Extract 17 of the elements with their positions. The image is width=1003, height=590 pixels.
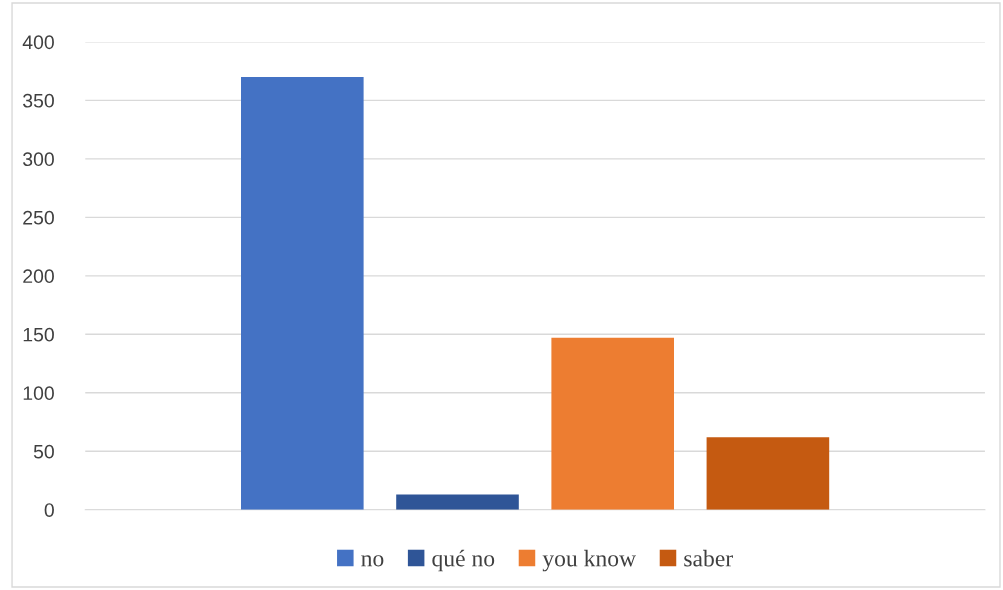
bar <box>241 76 364 510</box>
y-tick-label: 50 <box>33 444 54 459</box>
y-tick-label: 100 <box>23 386 54 401</box>
y-tick-label: 300 <box>23 152 54 167</box>
legend-label: saber <box>684 549 733 567</box>
bar <box>551 337 674 510</box>
y-tick-label: 0 <box>44 503 54 517</box>
y-tick-label: 350 <box>23 93 54 108</box>
legend-label: you know <box>542 549 637 572</box>
y-tick-label: 250 <box>23 210 54 225</box>
y-tick-label: 400 <box>22 35 54 50</box>
bar <box>396 494 519 510</box>
y-tick-label: 150 <box>23 327 54 342</box>
legend-label: no <box>361 555 384 567</box>
y-tick-label: 200 <box>23 269 54 284</box>
bar <box>706 437 830 510</box>
legend-label: qué no <box>432 549 495 572</box>
